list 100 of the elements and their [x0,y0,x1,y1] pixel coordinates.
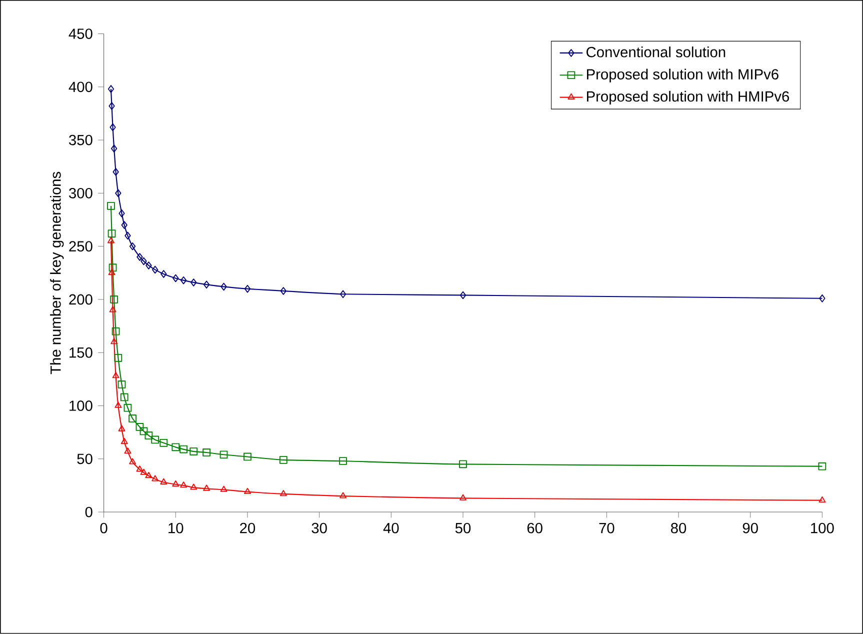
point [190,448,198,456]
point [180,445,188,454]
point [203,484,210,491]
point [280,490,287,496]
point [112,327,120,336]
y-tick-label: 300 [69,188,92,198]
point [110,338,118,344]
point [120,393,128,402]
point [110,296,118,304]
point [124,404,132,412]
point [172,443,180,452]
point [118,380,126,389]
x-tick-label: 40 [383,522,399,534]
point [152,266,158,274]
point [244,488,251,494]
x-tick-label: 80 [670,522,686,534]
legend-label: Proposed solution with MIPv6 [587,68,778,82]
point [202,448,210,457]
point [124,448,132,454]
point [108,264,117,272]
point [190,484,198,490]
point [115,189,122,198]
point [114,402,122,408]
point [108,230,116,238]
point [819,294,826,302]
y-axis-title: The number of key generations [50,172,64,374]
point [220,282,227,291]
point [340,492,346,498]
point [152,475,159,482]
x-tick-label: 0 [100,522,108,534]
point [460,291,466,300]
point [279,456,288,464]
point [140,257,147,266]
point [203,280,210,289]
x-tick-label: 20 [240,522,256,534]
y-tick-label: 150 [70,348,92,358]
x-tick-label: 50 [455,522,471,534]
y-tick-label: 0 [85,506,92,518]
point [244,452,252,461]
point [136,423,144,432]
point [107,202,115,210]
point [160,270,167,278]
y-tick-label: 250 [69,241,92,252]
point [114,354,122,362]
point [129,458,136,464]
y-tick-label: 450 [68,28,92,40]
y-tick-label: 400 [68,82,92,92]
point [172,480,180,487]
point [121,221,128,230]
point [109,306,116,312]
point [110,123,116,132]
point [136,466,144,472]
x-tick-label: 10 [168,522,184,534]
point [128,414,136,423]
point [108,85,114,94]
point [124,232,131,240]
point [118,210,125,218]
point [146,262,152,270]
y-tick-label: 350 [69,134,92,146]
point [244,284,251,293]
x-tick-label: 30 [312,522,327,534]
x-tick-label: 70 [599,522,614,534]
point [220,450,228,459]
y-tick-label: 200 [69,294,92,305]
legend-label: Conventional solution [586,46,726,58]
point [145,472,152,478]
point [108,102,115,110]
y-tick-label: 50 [77,454,92,464]
x-tick-label: 60 [527,522,542,534]
point [140,427,148,436]
legend-label: Proposed solution with HMIPv6 [587,90,790,105]
point [108,269,116,276]
point [280,287,286,295]
point [180,482,188,488]
point [108,237,114,244]
point [190,278,197,286]
point [151,436,160,444]
point [160,478,168,485]
point [818,496,826,503]
point [112,372,120,378]
point [339,457,347,466]
x-tick-label: 100 [811,522,834,534]
point [144,432,153,440]
point [112,168,119,176]
point [172,274,179,282]
point [220,486,228,492]
point [118,425,126,432]
point [140,468,148,475]
point [110,144,118,153]
point [160,439,168,447]
point [340,290,346,298]
point [136,253,143,261]
y-tick-label: 100 [70,400,92,412]
point [459,460,467,468]
point [120,438,128,444]
point [129,242,136,250]
point [180,276,187,284]
point [818,462,826,470]
x-tick-label: 90 [742,522,758,534]
point [460,494,466,500]
